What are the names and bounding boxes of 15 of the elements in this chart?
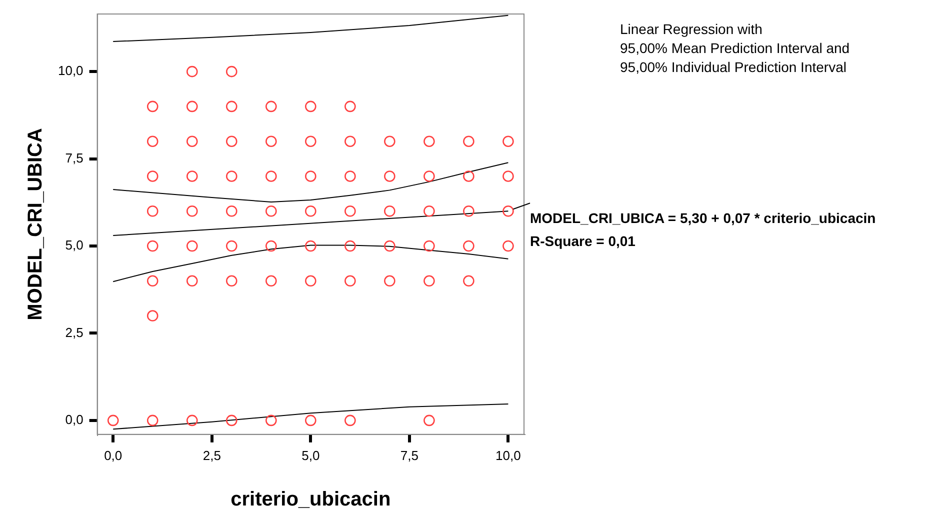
y-tick-label: 5,0 <box>65 238 84 253</box>
text: R-Square = 0,01 <box>530 232 636 249</box>
x-axis-title: criterio_ubicacin <box>230 488 391 511</box>
x-tick-label: 7,5 <box>400 448 418 463</box>
y-tick-label: 7,5 <box>65 150 84 166</box>
x-tick-label: 2,5 <box>202 448 221 463</box>
x-tick-label: 5,0 <box>302 448 320 463</box>
x-tick-label: 10,0 <box>496 448 521 463</box>
y-axis-title: MODEL_CRI_UBICA <box>24 128 47 320</box>
y-tick-label: 2,5 <box>65 324 84 340</box>
y-tick-label: 10,0 <box>58 63 84 78</box>
text: Linear Regression with 95,00% Mean Prediction Interval and 95,00% Individual Prediction Interval <box>620 20 850 75</box>
annotation: MODEL_CRI_UBICA = 5,30 + 0,07 * criterio_ubicacin <box>530 210 876 226</box>
y-tick-label: 0,0 <box>65 412 84 428</box>
x-tick-label: 0,0 <box>104 448 122 463</box>
